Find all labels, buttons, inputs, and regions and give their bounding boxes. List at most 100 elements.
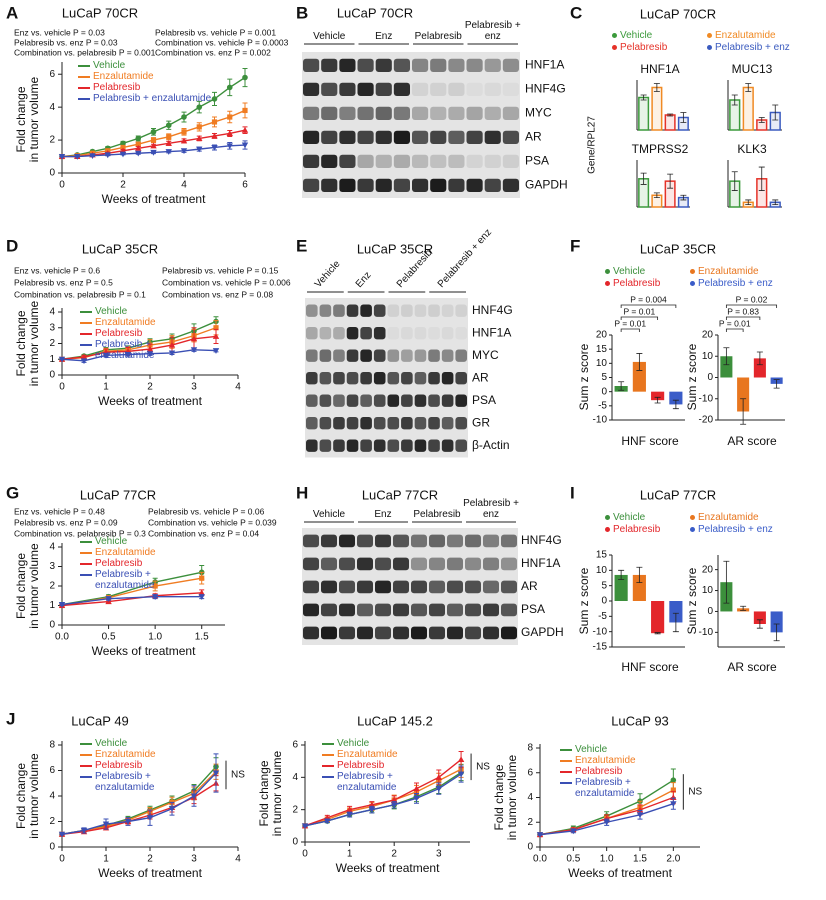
x-tick-label: 4 bbox=[181, 180, 187, 191]
x-tick-label: 0.5 bbox=[566, 854, 580, 865]
blot-band bbox=[375, 154, 392, 168]
stat-annotation: Combination vs. pelabresib P = 0.001 bbox=[14, 47, 156, 57]
error-bar bbox=[618, 381, 625, 391]
marker bbox=[301, 823, 309, 830]
legend-label: Pelabresib + enz bbox=[698, 524, 773, 535]
comparison-label: P = 0.004 bbox=[630, 294, 667, 304]
legend-label: Pelabresib bbox=[93, 82, 141, 93]
blot-band bbox=[401, 372, 413, 385]
y-tick-label: 0 bbox=[601, 596, 607, 607]
blot-band bbox=[455, 417, 467, 430]
marker bbox=[241, 142, 249, 149]
chart-title: LuCaP 35CR bbox=[82, 241, 158, 256]
y-axis-label: Fold change bbox=[14, 763, 28, 829]
y-axis-label: Fold change bbox=[14, 553, 28, 619]
panel-letter: B bbox=[296, 3, 308, 22]
marker bbox=[146, 815, 154, 821]
legend-label: Pelabresib + enz bbox=[715, 42, 790, 53]
y-tick-label: -10 bbox=[593, 626, 608, 637]
blot-band bbox=[483, 557, 499, 571]
blot-band bbox=[441, 394, 454, 407]
blot-band bbox=[428, 349, 440, 362]
comparison-label: P = 0.02 bbox=[736, 294, 768, 304]
legend-dot bbox=[605, 269, 610, 274]
blot-band bbox=[387, 304, 400, 317]
blot-band bbox=[393, 106, 410, 120]
y-tick-label: -10 bbox=[593, 415, 608, 426]
bar bbox=[737, 377, 750, 412]
legend-entry: Vehicle bbox=[605, 512, 645, 523]
marker bbox=[390, 802, 398, 809]
blot-band bbox=[375, 82, 392, 96]
legend-swatch bbox=[80, 743, 92, 745]
band-label: HNF4G bbox=[525, 82, 566, 96]
marker bbox=[603, 819, 610, 826]
group-label: Pelabresib bbox=[409, 16, 468, 42]
legend-entry: Enzalutamide bbox=[80, 317, 190, 328]
error-bar bbox=[672, 399, 679, 410]
legend-entry: Pelabresib + enzalutamide bbox=[80, 339, 190, 361]
blot-band bbox=[393, 178, 410, 192]
band-label: PSA bbox=[472, 393, 496, 407]
legend-dot bbox=[690, 527, 695, 532]
bar bbox=[742, 86, 754, 131]
legend-label: Pelabresib + enz bbox=[698, 278, 773, 289]
blot-band bbox=[393, 130, 410, 144]
blot-band bbox=[429, 580, 445, 594]
band-label: MYC bbox=[472, 348, 499, 362]
chart-title: LuCaP 93 bbox=[611, 713, 669, 728]
error-bar bbox=[745, 199, 752, 206]
blot-band bbox=[357, 603, 373, 617]
y-tick-label: 6 bbox=[527, 767, 533, 778]
band-label: PSA bbox=[521, 602, 545, 616]
marker bbox=[166, 134, 172, 140]
legend-label: Vehicle bbox=[613, 512, 646, 523]
legend-dot bbox=[707, 33, 712, 38]
blot-band bbox=[346, 439, 359, 452]
blot-band bbox=[466, 178, 483, 192]
marker bbox=[196, 104, 203, 110]
marker bbox=[165, 140, 172, 146]
blot-band bbox=[502, 58, 519, 72]
x-axis-label: AR score bbox=[727, 660, 777, 674]
subplot-title: TMPRSS2 bbox=[632, 142, 689, 156]
blot-band bbox=[303, 534, 319, 548]
panel-letter: F bbox=[570, 236, 580, 255]
legend-swatch bbox=[80, 563, 92, 565]
marker bbox=[168, 341, 176, 348]
x-axis-label: Weeks of treatment bbox=[98, 394, 202, 408]
legend-swatch bbox=[80, 541, 92, 543]
marker bbox=[104, 152, 111, 159]
chart-title: LuCaP 77CR bbox=[640, 487, 716, 502]
blot-band bbox=[430, 178, 447, 192]
marker bbox=[435, 774, 442, 780]
x-tick-label: 1.0 bbox=[600, 854, 614, 865]
legend-entry: Enzalutamide bbox=[707, 30, 776, 41]
panel-letter: I bbox=[570, 483, 575, 502]
stat-annotation: Enz vs. vehicle P = 0.6 bbox=[14, 265, 100, 275]
y-tick-label: 1 bbox=[49, 354, 55, 365]
series-line bbox=[304, 773, 462, 827]
blot-band bbox=[430, 154, 447, 168]
marker bbox=[413, 795, 420, 802]
blot-band bbox=[339, 178, 356, 192]
y-tick-label: 3 bbox=[49, 322, 55, 333]
blot-band bbox=[484, 106, 501, 120]
blot-band bbox=[429, 626, 445, 640]
marker bbox=[150, 149, 157, 156]
blot-band bbox=[333, 327, 345, 340]
blot-band bbox=[375, 178, 392, 192]
blot-band bbox=[303, 626, 319, 640]
series-line bbox=[61, 772, 217, 835]
y-axis-label: Fold change bbox=[492, 764, 506, 830]
blot-band bbox=[484, 58, 501, 72]
blot-title: LuCaP 35CR bbox=[357, 241, 433, 256]
blot-band bbox=[319, 439, 332, 452]
x-tick-label: 1.5 bbox=[633, 854, 647, 865]
group-label-text: Vehicle bbox=[312, 509, 346, 520]
blot-band bbox=[411, 580, 427, 594]
legend: Vehicle Enzalutamide Pelabresib Pelabresib … bbox=[80, 738, 190, 793]
blot-band bbox=[360, 394, 372, 407]
legend-label: Enzalutamide bbox=[337, 749, 398, 760]
group-label-text: Pelabresib + enz bbox=[464, 20, 521, 42]
